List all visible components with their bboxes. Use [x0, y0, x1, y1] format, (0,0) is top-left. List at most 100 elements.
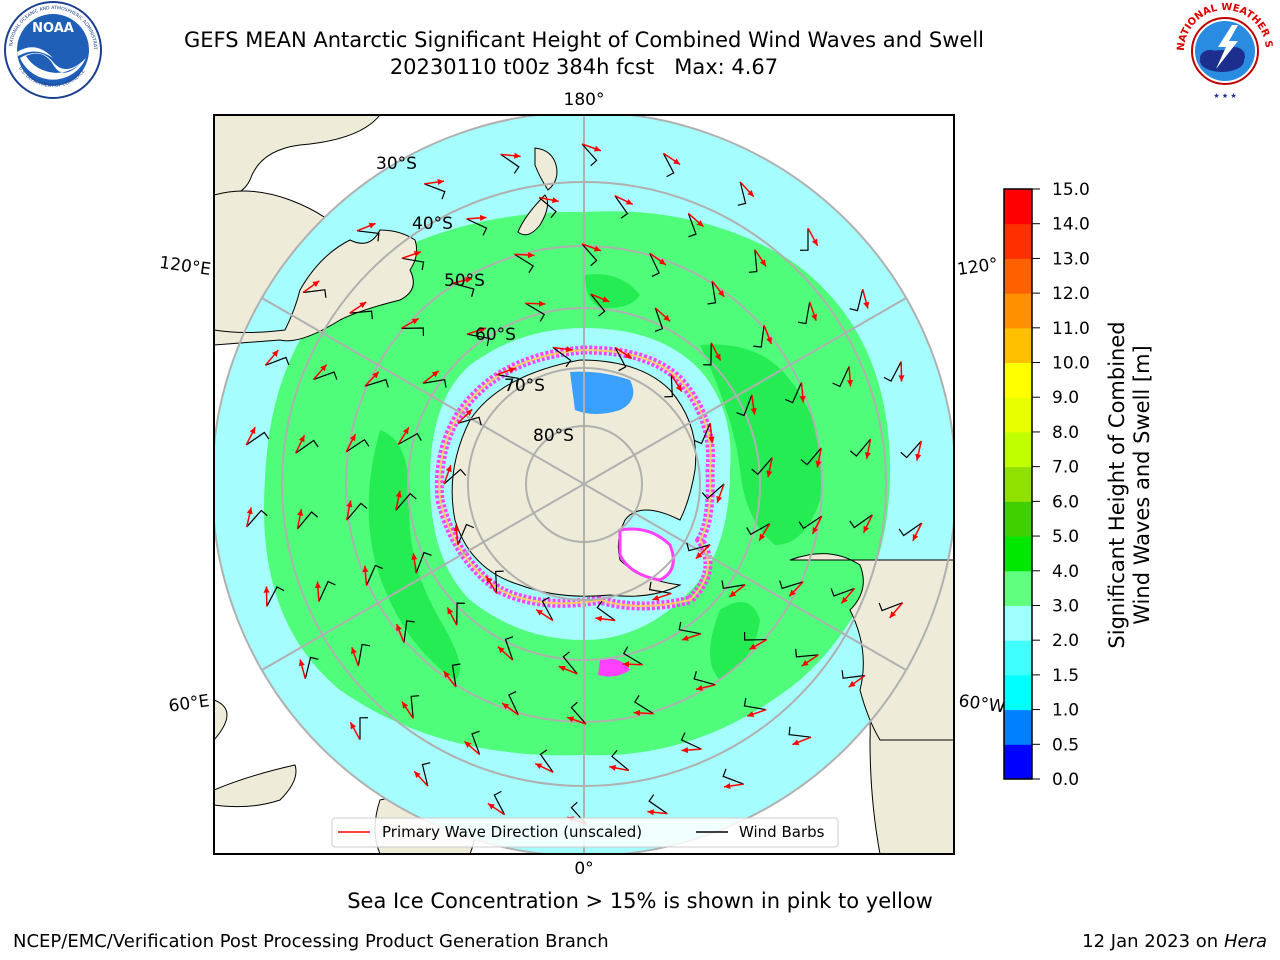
wind-barb [318, 580, 336, 602]
colorbar-tick-label: 11.0 [1052, 319, 1090, 339]
wind-barb [421, 762, 431, 787]
wave-direction-arrowhead [848, 681, 856, 688]
wave-direction-arrowhead [536, 609, 544, 616]
wave-direction-arrowhead [566, 346, 573, 353]
wind-barb [493, 790, 506, 815]
wave-direction-arrowhead [508, 367, 516, 374]
wave-direction-arrowhead [759, 259, 766, 267]
wind-barb [707, 280, 717, 305]
wind-barb [245, 431, 270, 446]
wind-barb [687, 213, 697, 238]
wind-barb [541, 596, 554, 621]
wind-barb [581, 243, 598, 267]
wind-barb [422, 378, 447, 388]
wave-direction-arrowhead [447, 607, 454, 615]
colorbar-segment [1004, 640, 1032, 676]
wind-barb [648, 794, 668, 815]
wind-barb [365, 564, 383, 586]
lat-label-40s: 40°S [412, 214, 453, 234]
wave-direction-arrowhead [350, 722, 357, 730]
wave-direction-arrowhead [402, 701, 409, 709]
wave-direction-arrowhead [538, 300, 546, 307]
wind-barb [514, 253, 534, 274]
wave-direction-arrowhead [411, 553, 418, 560]
wind-barb [508, 690, 519, 716]
wind-barb [302, 289, 327, 298]
colorbar-tick-label: 14.0 [1052, 215, 1090, 235]
wave-direction-arrowhead [652, 594, 660, 601]
wave-direction-arrowhead [625, 198, 633, 205]
colorbar-segment [1004, 605, 1032, 641]
wind-barb [581, 143, 598, 167]
wave-direction-arrowhead [486, 576, 493, 584]
wind-barb [736, 394, 753, 417]
map-title: GEFS MEAN Antarctic Significant Height o… [183, 28, 985, 52]
wave-direction-arrowhead [815, 460, 822, 468]
colorbar-tick-label: 5.0 [1052, 527, 1079, 547]
wave-direction-arrowhead [351, 647, 357, 655]
wind-barb [265, 356, 290, 366]
wind-barb [346, 502, 368, 521]
wave-direction-arrowhead [749, 643, 757, 650]
nws-logo: NATIONAL WEATHER SERVICE ★ ★ ★ [1172, 3, 1274, 100]
wind-barb [798, 515, 823, 530]
colorbar-label-line1: Significant Height of Combined [1105, 321, 1129, 648]
wind-barb [649, 252, 660, 278]
wave-direction-arrowhead [535, 763, 543, 770]
wind-barb [678, 621, 702, 635]
wind-barb [466, 333, 490, 347]
wave-direction-arrowhead [841, 596, 848, 604]
wind-barb [495, 570, 504, 594]
wave-direction-arrowhead [681, 635, 689, 641]
wind-barb [753, 325, 765, 348]
wind-barb [397, 432, 422, 445]
wave-direction-arrowhead [414, 771, 421, 778]
colorbar-tick-label: 6.0 [1052, 492, 1079, 512]
wind-barb [596, 600, 616, 621]
noaa-logo: NOAA NATIONAL OCEANIC AND ATMOSPHERIC AD… [0, 0, 102, 99]
wave-direction-arrowhead [487, 803, 495, 810]
wind-barb [841, 670, 866, 679]
wind-barb [788, 726, 812, 738]
wind-barb [304, 656, 319, 679]
wind-barb [313, 371, 338, 381]
wind-barb [686, 542, 711, 552]
weddell-sea-ice [618, 527, 675, 582]
colorbar-tick-label: 0.5 [1052, 735, 1079, 755]
wave-direction-arrowhead [314, 581, 321, 589]
wave-direction-arrowhead [567, 716, 575, 723]
colorbar-segment [1004, 362, 1032, 398]
wind-barb [415, 551, 432, 574]
wave-band-3-4m-east [700, 344, 822, 545]
wind-barb [538, 197, 557, 219]
wave-direction-arrowhead [716, 495, 723, 503]
graticule [214, 115, 954, 854]
colorbar-segment [1004, 223, 1032, 259]
wave-direction-arrowhead [246, 507, 253, 515]
wind-barb [443, 468, 467, 485]
wave-direction-arrowhead [312, 280, 320, 287]
wave-direction-arrowhead [349, 434, 356, 442]
wind-barb [830, 587, 855, 597]
wave-direction-arrowhead [595, 615, 602, 622]
wind-barb [721, 580, 746, 590]
colorbar-tick-label: 9.0 [1052, 388, 1079, 408]
wave-direction-arrowhead [681, 747, 689, 754]
wave-direction-arrowhead [465, 409, 473, 416]
wind-barb [403, 620, 415, 643]
wind-barb [590, 293, 606, 317]
wind-barb [900, 440, 922, 459]
wind-barb [878, 602, 903, 612]
colorbar-segment [1004, 397, 1032, 433]
colorbar-tick-label: 10.0 [1052, 354, 1090, 374]
wave-direction-arrowhead [915, 453, 922, 461]
land-masses-inner [214, 147, 954, 741]
wave-direction-arrowhead [789, 589, 796, 597]
wave-direction-arrowhead [695, 552, 703, 559]
wave-direction-arrows [245, 143, 923, 825]
colorbar-segment [1004, 536, 1032, 572]
colorbar-segment [1004, 709, 1032, 745]
wind-barb [654, 307, 664, 332]
